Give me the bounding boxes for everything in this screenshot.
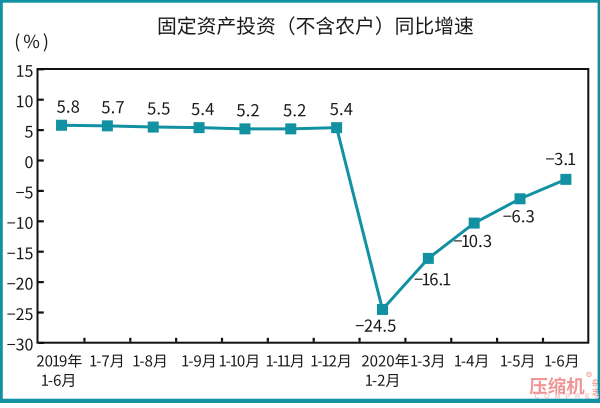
svg-text:R: R [587,372,590,377]
svg-text:COMPRESSOR: COMPRESSOR [534,392,600,401]
